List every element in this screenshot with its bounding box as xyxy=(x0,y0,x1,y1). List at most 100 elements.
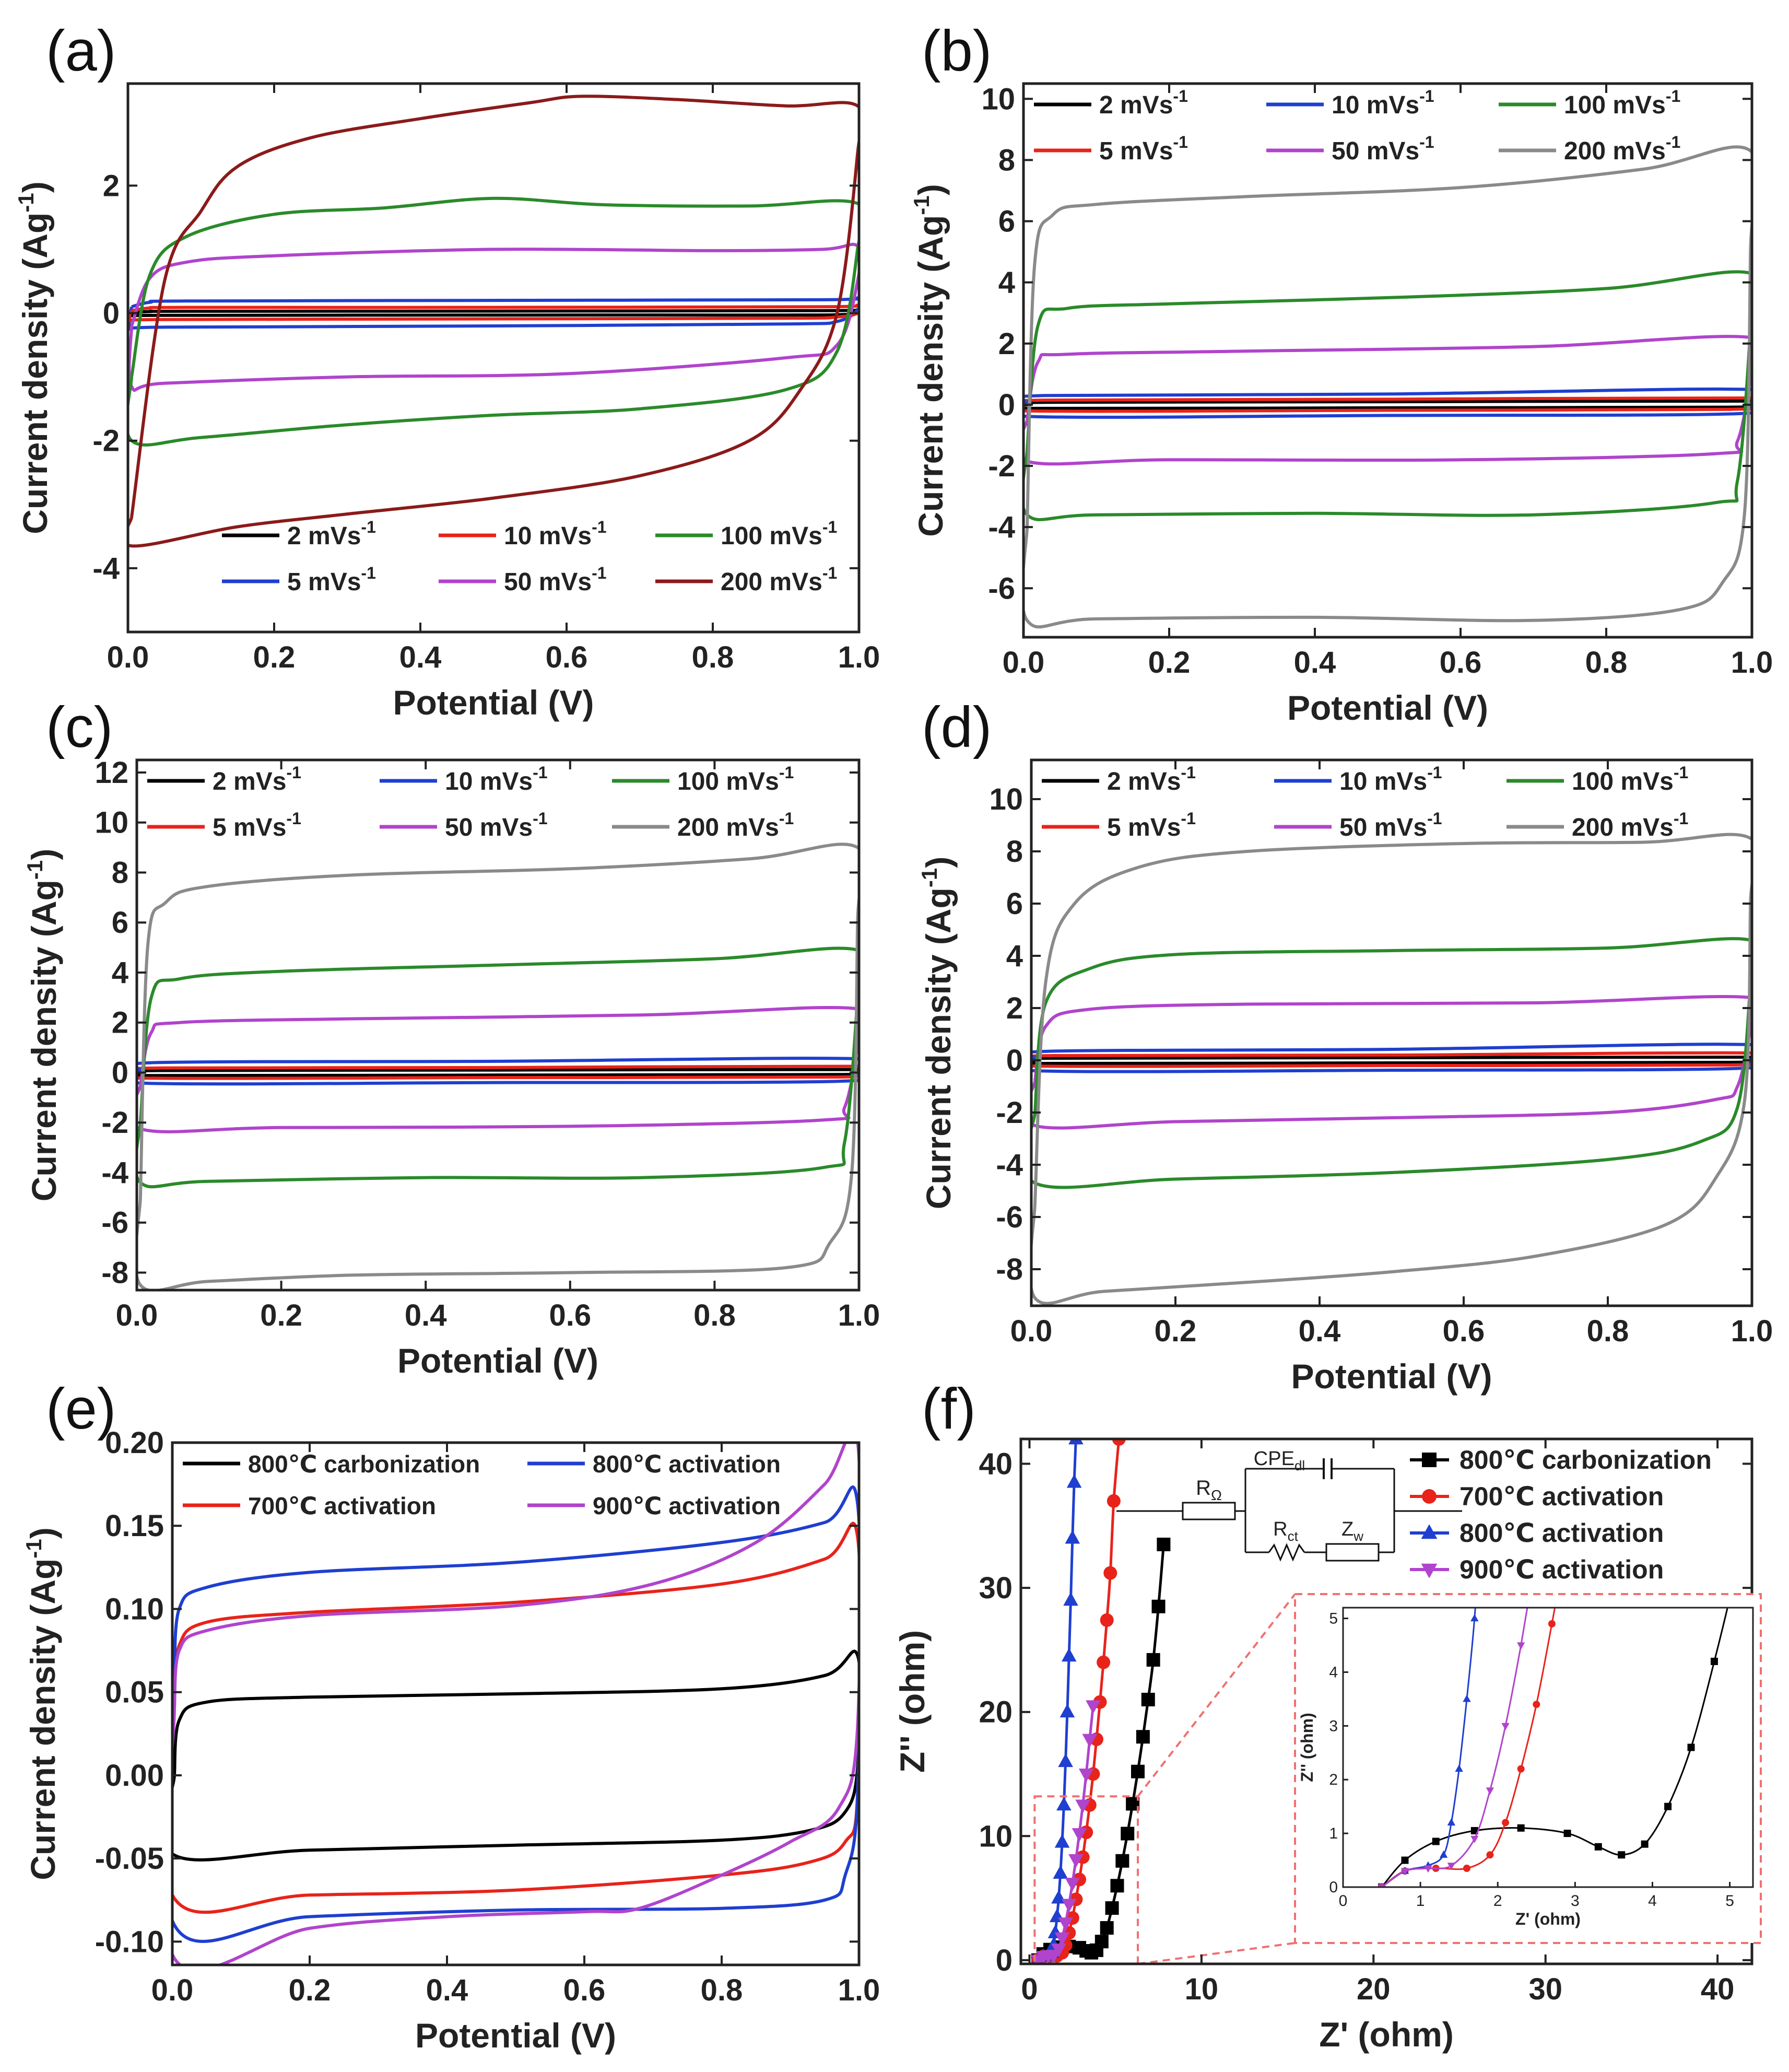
y-tick-label: 40 xyxy=(979,1447,1013,1481)
inset-data-point xyxy=(1533,1701,1540,1708)
legend-label: 100 mVs-1 xyxy=(1564,87,1680,119)
inset-data-point xyxy=(1594,1078,1602,1085)
data-point xyxy=(1061,1899,1077,1913)
y-tick-label: 0 xyxy=(103,297,120,331)
legend-label-text: 800℃ carbonization xyxy=(248,1450,480,1478)
y-axis-unit-close: ) xyxy=(25,849,63,860)
inset-data-point xyxy=(1664,1802,1672,1810)
inset-data-point xyxy=(1502,1819,1510,1827)
x-tick-label: 0.6 xyxy=(1443,1314,1485,1348)
inset-data-point xyxy=(1501,1723,1510,1730)
legend-label-superscript: -1 xyxy=(533,763,547,782)
legend-label-text: 10 mVs xyxy=(504,522,592,550)
x-tick-label: 40 xyxy=(1701,1972,1735,2006)
legend-label: 900℃ activation xyxy=(593,1492,781,1519)
inset-data-point xyxy=(1517,566,1525,573)
y-tick-label: 0 xyxy=(112,1056,128,1090)
legend-label-superscript: -1 xyxy=(286,763,301,782)
y-tick-label: 0.00 xyxy=(105,1759,164,1793)
x-tick-label: 1.0 xyxy=(1731,646,1773,680)
legend-label: 800℃ carbonization xyxy=(248,1450,480,1478)
plot-frame xyxy=(171,1441,861,1966)
inset-data-point xyxy=(1447,1863,1456,1870)
data-point xyxy=(1112,1439,1126,1446)
legend-label-text: 50 mVs xyxy=(445,814,533,841)
x-axis-label: Potential (V) xyxy=(397,1341,598,1380)
y-tick-label: -6 xyxy=(988,571,1015,605)
x-tick-label: 0.4 xyxy=(405,1298,447,1332)
x-tick-label: 0.0 xyxy=(116,1298,158,1332)
legend-label-text: 10 mVs xyxy=(445,768,533,795)
x-tick-label: 0.8 xyxy=(692,640,734,674)
data-point xyxy=(1075,1799,1090,1813)
data-point xyxy=(1060,1704,1075,1718)
y-tick-label: -8 xyxy=(996,1252,1023,1286)
inset-data-point xyxy=(1470,1835,1479,1843)
y-axis-unit: (Ag xyxy=(23,1559,62,1625)
y-tick-label: 12 xyxy=(95,756,128,790)
legend-label-text: 100 mVs xyxy=(1564,91,1666,119)
legend-label: 200 mVs-1 xyxy=(721,564,837,596)
x-tick-label: 0.6 xyxy=(1440,646,1482,680)
legend-label: 10 mVs-1 xyxy=(445,763,548,795)
inset-data-point xyxy=(1486,1787,1494,1795)
y-tick-label: -0.10 xyxy=(95,1925,164,1959)
x-tick-label: 0.4 xyxy=(399,640,442,674)
cv-loop-200-mvs xyxy=(1031,833,1752,1305)
legend-label-superscript: -1 xyxy=(1419,133,1434,151)
inset-y-tick-label: 5 xyxy=(1329,1610,1338,1628)
label-subscript: dl xyxy=(1294,1458,1305,1473)
inset-y-tick-label: 4 xyxy=(1329,1664,1338,1681)
legend-label: 2 mVs-1 xyxy=(287,518,376,550)
y-tick-label: 20 xyxy=(979,1695,1013,1729)
inset-data-point xyxy=(1470,1614,1479,1622)
cv-loop-800-carbonization xyxy=(172,1649,859,1862)
label-main: R xyxy=(1196,1477,1211,1500)
legend-label-superscript: -1 xyxy=(286,809,301,828)
cv-loop-2-mvs xyxy=(1023,399,1752,411)
legend-label: 200 mVs-1 xyxy=(1564,133,1680,165)
legend-label: 100 mVs-1 xyxy=(1572,763,1688,795)
inset-x-axis-label: Z' (ohm) xyxy=(1515,1910,1581,1928)
y-axis-label: Current density (Ag-1) xyxy=(21,1527,62,1880)
x-tick-label: 0.0 xyxy=(1010,1314,1053,1348)
legend-label-text: 800℃ activation xyxy=(593,1450,781,1478)
y-axis-unit: (Ag xyxy=(919,887,958,954)
inset-data-point xyxy=(1641,927,1649,934)
inset-data-point xyxy=(1501,1023,1509,1030)
data-point xyxy=(1105,1901,1119,1915)
zoom-connector xyxy=(1137,1942,1296,1965)
data-point xyxy=(1136,1730,1150,1744)
inset-plot: 0 1 2 3 4 5 0 1 2 3 4 5 Z' (ohm) Z'' (ohm) xyxy=(1298,207,1754,1928)
inset-data-point xyxy=(1486,1851,1494,1859)
legend-marker xyxy=(1422,1489,1437,1504)
legend-label-text: 5 mVs xyxy=(213,814,286,841)
x-tick-label: 0.6 xyxy=(563,1973,606,2007)
legend-label: 200 mVs-1 xyxy=(677,809,794,841)
inset-y-tick-label: 0 xyxy=(1329,1879,1338,1896)
legend-label-text: 200 mVs xyxy=(1564,137,1666,165)
y-tick-label: 0.10 xyxy=(105,1592,164,1626)
inset-y-tick-label: 1 xyxy=(1329,1825,1338,1842)
inset-data-point xyxy=(1579,1212,1586,1220)
inset-data-point xyxy=(1400,1868,1409,1876)
legend-label: 800℃ activation xyxy=(593,1450,781,1478)
x-tick-label: 1.0 xyxy=(838,640,880,674)
x-tick-label: 1.0 xyxy=(838,1298,880,1332)
legend-label: 200 mVs-1 xyxy=(1572,809,1688,841)
plot-frame xyxy=(1030,758,1753,1307)
x-tick-label: 20 xyxy=(1357,1972,1391,2006)
data-point xyxy=(1065,1878,1080,1892)
cv-loop-800-activation xyxy=(172,1485,859,1943)
legend-label-superscript: -1 xyxy=(1173,87,1187,106)
legend-label-text: 200 mVs xyxy=(677,814,779,841)
legend-label: 5 mVs-1 xyxy=(213,809,301,841)
y-tick-label: -4 xyxy=(101,1156,128,1190)
legend-label: 2 mVs-1 xyxy=(1107,763,1196,795)
x-tick-label: 0 xyxy=(1021,1972,1038,2006)
label-cpe: CPEdl xyxy=(1254,1448,1305,1473)
legend-label-superscript: -1 xyxy=(1427,809,1442,828)
panel-b: 0.0 0.2 0.4 0.6 0.8 1.0 -6 -4 -2 0 2 4 6 8 10 Potential… xyxy=(909,19,1773,727)
inset-data-point xyxy=(1703,207,1710,214)
